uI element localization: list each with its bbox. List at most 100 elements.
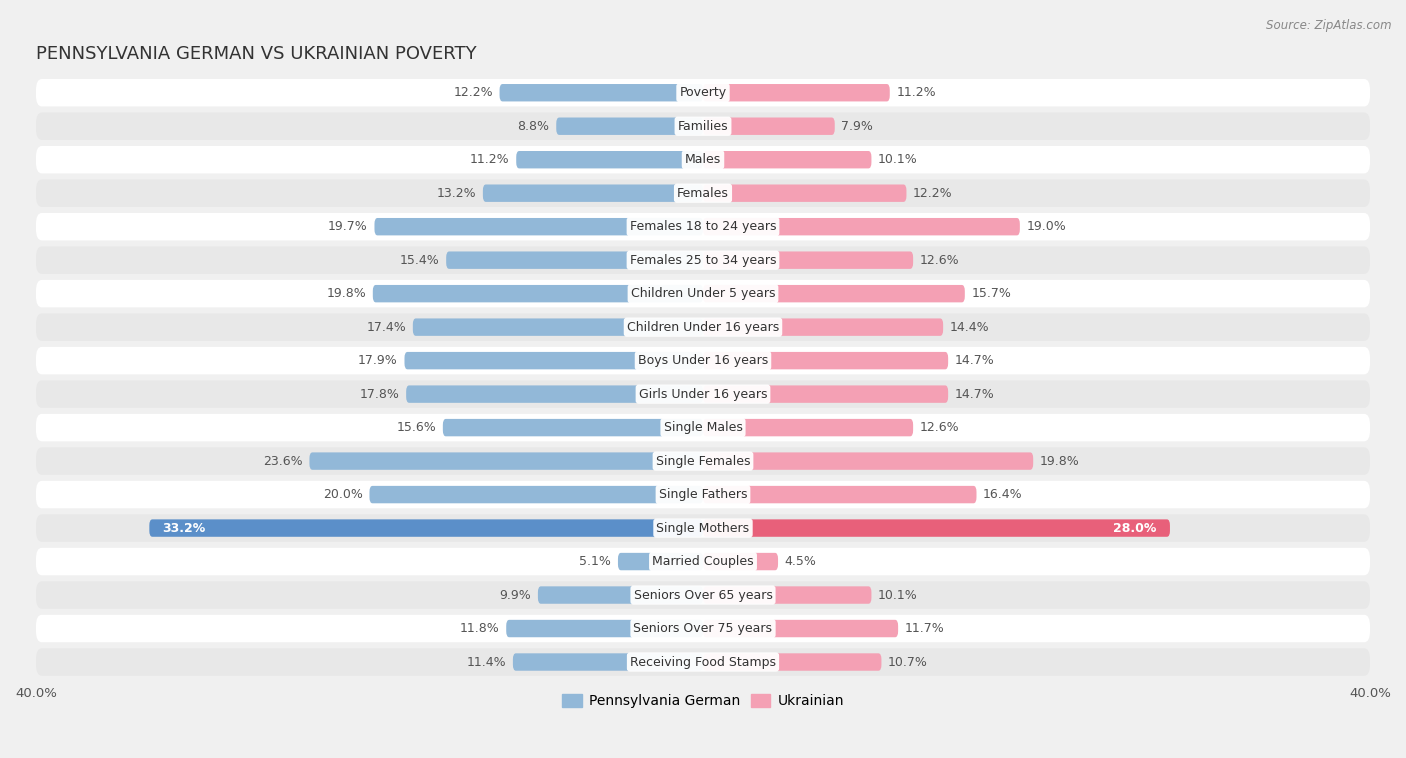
Text: 12.2%: 12.2% <box>453 86 494 99</box>
Text: Children Under 16 years: Children Under 16 years <box>627 321 779 334</box>
FancyBboxPatch shape <box>703 151 872 168</box>
Text: 7.9%: 7.9% <box>841 120 873 133</box>
Text: 23.6%: 23.6% <box>263 455 302 468</box>
FancyBboxPatch shape <box>373 285 703 302</box>
FancyBboxPatch shape <box>703 486 977 503</box>
FancyBboxPatch shape <box>370 486 703 503</box>
Text: 19.8%: 19.8% <box>1040 455 1080 468</box>
Text: Married Couples: Married Couples <box>652 555 754 568</box>
Text: 10.1%: 10.1% <box>879 153 918 166</box>
FancyBboxPatch shape <box>37 280 1369 308</box>
Text: 17.4%: 17.4% <box>367 321 406 334</box>
FancyBboxPatch shape <box>37 112 1369 140</box>
Text: Females: Females <box>678 186 728 199</box>
FancyBboxPatch shape <box>703 553 778 570</box>
Text: 14.4%: 14.4% <box>950 321 990 334</box>
FancyBboxPatch shape <box>703 653 882 671</box>
FancyBboxPatch shape <box>516 151 703 168</box>
Text: 12.6%: 12.6% <box>920 254 959 267</box>
Text: 4.5%: 4.5% <box>785 555 817 568</box>
FancyBboxPatch shape <box>482 184 703 202</box>
FancyBboxPatch shape <box>406 385 703 402</box>
Text: 11.2%: 11.2% <box>470 153 509 166</box>
Text: Receiving Food Stamps: Receiving Food Stamps <box>630 656 776 669</box>
Text: 11.4%: 11.4% <box>467 656 506 669</box>
Text: Single Mothers: Single Mothers <box>657 522 749 534</box>
FancyBboxPatch shape <box>37 213 1369 240</box>
FancyBboxPatch shape <box>703 84 890 102</box>
Text: 15.4%: 15.4% <box>399 254 440 267</box>
Text: Families: Families <box>678 120 728 133</box>
FancyBboxPatch shape <box>619 553 703 570</box>
FancyBboxPatch shape <box>703 184 907 202</box>
FancyBboxPatch shape <box>37 648 1369 675</box>
Text: Source: ZipAtlas.com: Source: ZipAtlas.com <box>1267 19 1392 32</box>
FancyBboxPatch shape <box>703 587 872 604</box>
FancyBboxPatch shape <box>37 548 1369 575</box>
FancyBboxPatch shape <box>703 352 948 369</box>
Text: 8.8%: 8.8% <box>517 120 550 133</box>
FancyBboxPatch shape <box>499 84 703 102</box>
Text: 12.2%: 12.2% <box>912 186 953 199</box>
FancyBboxPatch shape <box>538 587 703 604</box>
Text: Single Females: Single Females <box>655 455 751 468</box>
Text: 33.2%: 33.2% <box>163 522 205 534</box>
Text: Single Fathers: Single Fathers <box>659 488 747 501</box>
Text: 11.8%: 11.8% <box>460 622 499 635</box>
Text: Males: Males <box>685 153 721 166</box>
FancyBboxPatch shape <box>703 419 912 437</box>
Text: Females 25 to 34 years: Females 25 to 34 years <box>630 254 776 267</box>
FancyBboxPatch shape <box>703 252 912 269</box>
Text: Single Males: Single Males <box>664 421 742 434</box>
Text: Females 18 to 24 years: Females 18 to 24 years <box>630 220 776 233</box>
FancyBboxPatch shape <box>703 285 965 302</box>
Text: 12.6%: 12.6% <box>920 421 959 434</box>
FancyBboxPatch shape <box>309 453 703 470</box>
FancyBboxPatch shape <box>703 117 835 135</box>
Text: PENNSYLVANIA GERMAN VS UKRAINIAN POVERTY: PENNSYLVANIA GERMAN VS UKRAINIAN POVERTY <box>37 45 477 64</box>
FancyBboxPatch shape <box>443 419 703 437</box>
Text: 16.4%: 16.4% <box>983 488 1022 501</box>
Text: Girls Under 16 years: Girls Under 16 years <box>638 387 768 401</box>
Text: 20.0%: 20.0% <box>323 488 363 501</box>
FancyBboxPatch shape <box>703 318 943 336</box>
FancyBboxPatch shape <box>37 581 1369 609</box>
FancyBboxPatch shape <box>37 447 1369 475</box>
Text: 15.6%: 15.6% <box>396 421 436 434</box>
Text: 10.1%: 10.1% <box>879 588 918 602</box>
FancyBboxPatch shape <box>37 79 1369 106</box>
Text: 19.8%: 19.8% <box>326 287 366 300</box>
FancyBboxPatch shape <box>405 352 703 369</box>
Text: Boys Under 16 years: Boys Under 16 years <box>638 354 768 367</box>
FancyBboxPatch shape <box>557 117 703 135</box>
FancyBboxPatch shape <box>37 347 1369 374</box>
FancyBboxPatch shape <box>37 146 1369 174</box>
FancyBboxPatch shape <box>446 252 703 269</box>
Text: Seniors Over 65 years: Seniors Over 65 years <box>634 588 772 602</box>
FancyBboxPatch shape <box>703 620 898 637</box>
FancyBboxPatch shape <box>513 653 703 671</box>
FancyBboxPatch shape <box>37 246 1369 274</box>
FancyBboxPatch shape <box>149 519 703 537</box>
Text: 14.7%: 14.7% <box>955 387 994 401</box>
Text: 19.7%: 19.7% <box>328 220 368 233</box>
Legend: Pennsylvania German, Ukrainian: Pennsylvania German, Ukrainian <box>557 689 849 714</box>
FancyBboxPatch shape <box>703 218 1019 236</box>
FancyBboxPatch shape <box>37 481 1369 509</box>
Text: 11.2%: 11.2% <box>897 86 936 99</box>
Text: Children Under 5 years: Children Under 5 years <box>631 287 775 300</box>
FancyBboxPatch shape <box>703 385 948 402</box>
Text: 19.0%: 19.0% <box>1026 220 1066 233</box>
FancyBboxPatch shape <box>37 313 1369 341</box>
FancyBboxPatch shape <box>413 318 703 336</box>
FancyBboxPatch shape <box>37 180 1369 207</box>
Text: Seniors Over 75 years: Seniors Over 75 years <box>634 622 772 635</box>
Text: 11.7%: 11.7% <box>905 622 945 635</box>
Text: 28.0%: 28.0% <box>1114 522 1157 534</box>
Text: 17.8%: 17.8% <box>360 387 399 401</box>
Text: 14.7%: 14.7% <box>955 354 994 367</box>
Text: 9.9%: 9.9% <box>499 588 531 602</box>
Text: Poverty: Poverty <box>679 86 727 99</box>
FancyBboxPatch shape <box>703 519 1170 537</box>
Text: 5.1%: 5.1% <box>579 555 612 568</box>
